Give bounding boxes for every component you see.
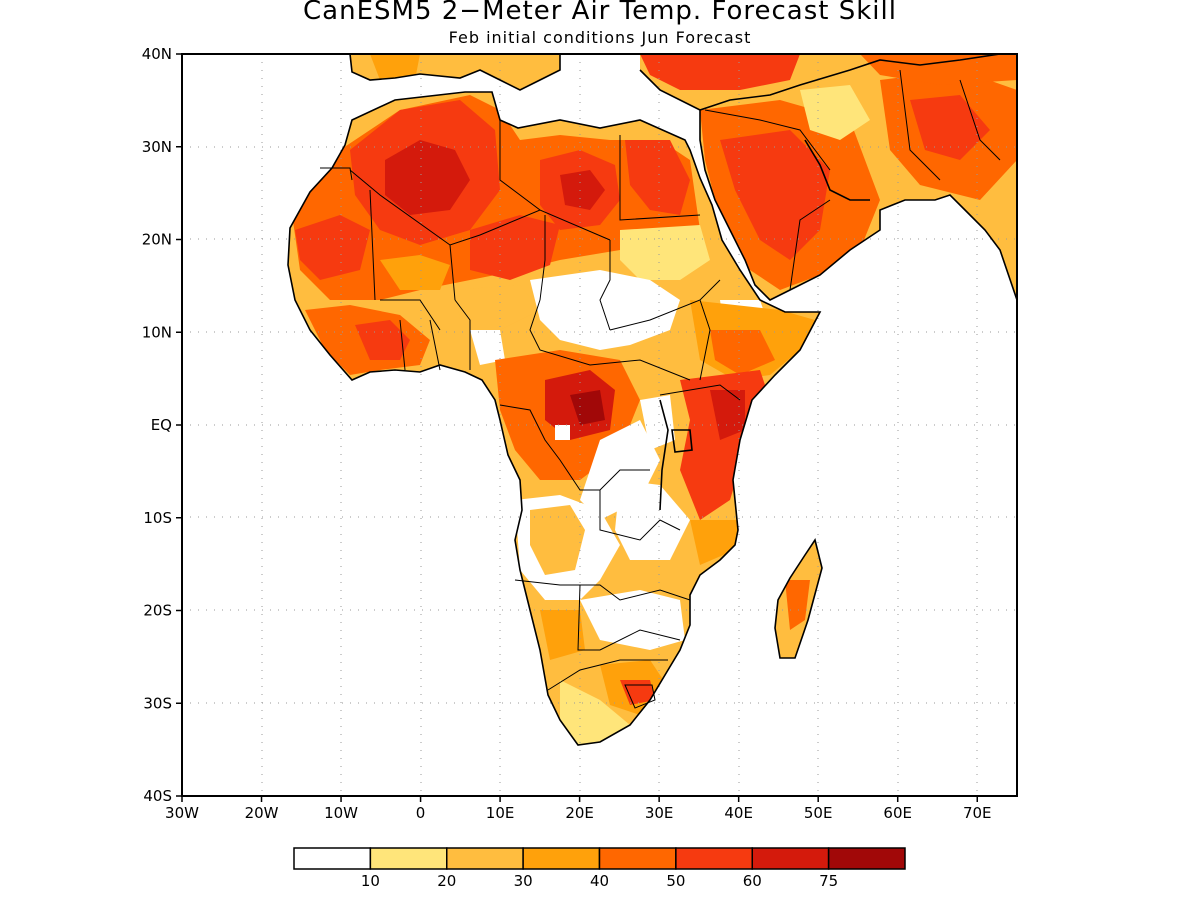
colorbar-swatch bbox=[598, 847, 677, 870]
lon-tick-label: 20W bbox=[245, 804, 279, 822]
lat-tick-label: 20S bbox=[143, 602, 172, 620]
colorbar-swatch bbox=[369, 847, 448, 870]
lon-tick-label: 60E bbox=[883, 804, 912, 822]
field-patch bbox=[640, 54, 800, 90]
lat-tick-label: 30N bbox=[142, 138, 172, 156]
field-patch bbox=[470, 215, 560, 280]
field-patch bbox=[530, 505, 585, 575]
colorbar-swatch bbox=[827, 847, 906, 870]
colorbar-label: 75 bbox=[819, 872, 838, 890]
field-patch bbox=[640, 395, 675, 450]
lat-tick-label: 40N bbox=[142, 45, 172, 63]
colorbar-label: 40 bbox=[590, 872, 609, 890]
colorbar-label: 20 bbox=[437, 872, 456, 890]
field-patch bbox=[380, 255, 450, 290]
colorbar-swatch bbox=[751, 847, 830, 870]
lon-tick-label: 0 bbox=[416, 804, 426, 822]
field-patch bbox=[785, 580, 810, 630]
lon-tick-label: 10E bbox=[486, 804, 515, 822]
lat-tick-label: 40S bbox=[143, 787, 172, 805]
field-patch bbox=[560, 680, 630, 745]
field-patch bbox=[470, 330, 505, 365]
lat-tick-label: 30S bbox=[143, 694, 172, 712]
field-patch bbox=[560, 170, 605, 210]
lon-tick-label: 30W bbox=[165, 804, 199, 822]
field-patch bbox=[620, 680, 655, 705]
lat-tick-label: 10N bbox=[142, 323, 172, 341]
lat-tick-label: 20N bbox=[142, 231, 172, 249]
coastlines bbox=[287, 54, 1017, 746]
field-patch bbox=[710, 390, 745, 440]
colorbar-label: 10 bbox=[361, 872, 380, 890]
field-patch bbox=[295, 215, 370, 280]
skill-field bbox=[288, 54, 1017, 745]
lon-tick-label: 70E bbox=[963, 804, 992, 822]
field-patch bbox=[555, 425, 570, 440]
field-patch bbox=[690, 520, 740, 565]
colorbar-label: 60 bbox=[743, 872, 762, 890]
field-patch bbox=[570, 390, 605, 425]
map-subtitle: Feb initial conditions Jun Forecast bbox=[448, 28, 752, 47]
country-borders bbox=[320, 69, 1001, 709]
colorbar-swatch bbox=[675, 847, 753, 870]
field-patch bbox=[530, 270, 680, 350]
field-patch bbox=[385, 140, 470, 215]
colorbar-swatch bbox=[446, 847, 524, 870]
colorbar: 10 20 30 40 50 60 75 bbox=[293, 847, 906, 890]
colorbar-swatch bbox=[522, 847, 601, 870]
lon-tick-label: 10W bbox=[324, 804, 358, 822]
lon-tick-label: 40E bbox=[724, 804, 753, 822]
field-patch bbox=[680, 370, 770, 520]
field-patch bbox=[625, 140, 690, 215]
lon-tick-label: 30E bbox=[645, 804, 674, 822]
lat-tick-label: 10S bbox=[143, 509, 172, 527]
colorbar-label: 50 bbox=[666, 872, 685, 890]
field-patch bbox=[355, 320, 410, 360]
field-patch bbox=[615, 480, 690, 560]
field-patch bbox=[370, 54, 420, 80]
map-title: CanESM5 2−Meter Air Temp. Forecast Skill bbox=[303, 0, 897, 26]
lon-tick-label: 50E bbox=[804, 804, 833, 822]
field-patch bbox=[710, 330, 775, 375]
field-patch bbox=[620, 225, 710, 280]
colorbar-swatch bbox=[293, 847, 372, 870]
lat-tick-label: EQ bbox=[151, 416, 172, 434]
field-patch bbox=[720, 130, 830, 260]
field-patch bbox=[540, 610, 585, 660]
lon-tick-label: 20E bbox=[565, 804, 594, 822]
colorbar-label: 30 bbox=[514, 872, 533, 890]
field-patch bbox=[455, 285, 540, 330]
